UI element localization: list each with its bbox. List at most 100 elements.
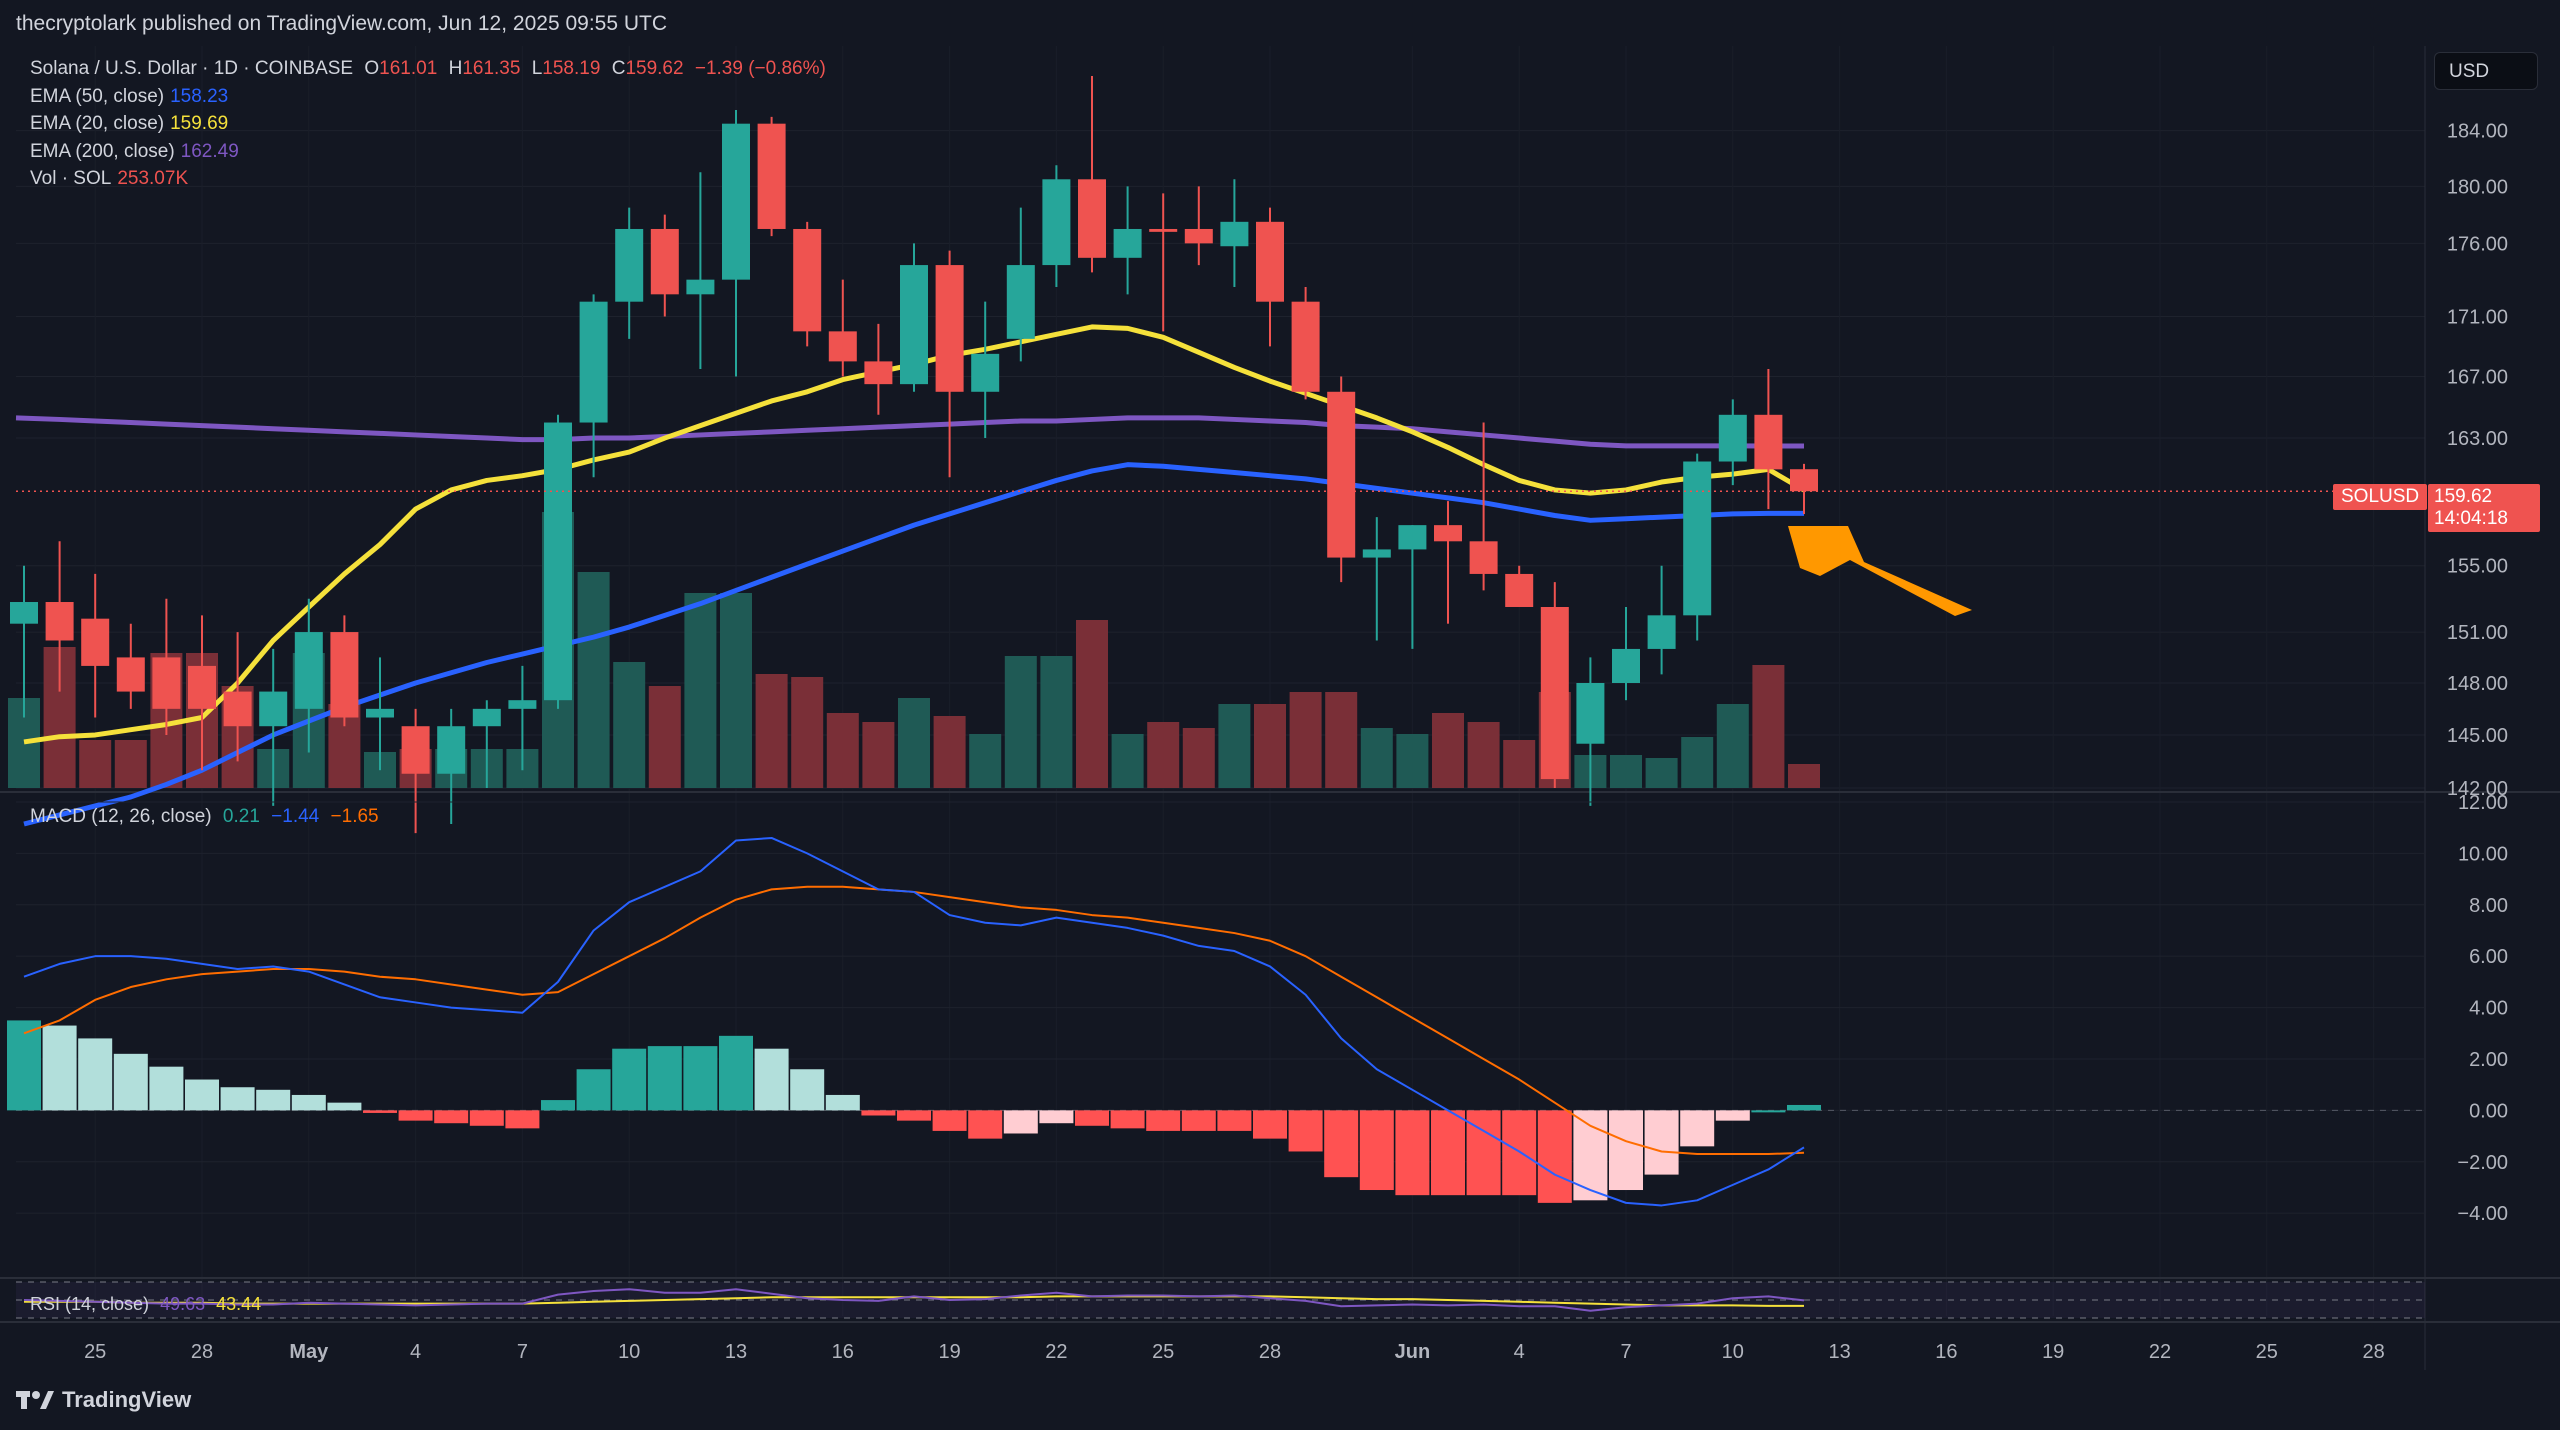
macd-histogram-bar (1288, 1110, 1323, 1152)
macd-histogram-bar (1644, 1110, 1679, 1175)
macd-histogram-bar (1253, 1110, 1287, 1139)
macd-histogram-bar (1431, 1110, 1465, 1196)
macd-histogram-bar (1359, 1110, 1394, 1191)
candle (1220, 179, 1249, 287)
candle-body (650, 228, 679, 295)
candle (1612, 606, 1640, 701)
time-tick-label: 28 (2362, 1341, 2384, 1363)
volume-bar (1396, 734, 1429, 788)
candle (1042, 165, 1071, 287)
rsi-legend: RSI (14, close) 49.63 43.44 (30, 1294, 267, 1315)
price-tick-label: 171.00 (2447, 306, 2508, 328)
candle (544, 414, 572, 709)
macd-histogram-bar (1039, 1110, 1074, 1124)
volume-bar (1254, 704, 1286, 788)
macd-histogram-bar (576, 1069, 611, 1111)
candle (1291, 286, 1320, 400)
price-tick-label: 176.00 (2447, 233, 2508, 255)
macd-histogram-bar (719, 1035, 753, 1111)
macd-tick-label: 2.00 (2469, 1049, 2508, 1071)
candle-body (1220, 221, 1249, 247)
volume-bar (898, 698, 930, 788)
candle (223, 632, 252, 762)
candle (722, 109, 750, 377)
price-tick-label: 184.00 (2447, 121, 2508, 143)
ema20-legend: EMA (20, close) 159.69 (30, 113, 234, 135)
macd-histogram-bar (790, 1069, 825, 1111)
macd-histogram-bar (861, 1110, 896, 1116)
tradingview-logo[interactable]: TradingView (16, 1384, 191, 1416)
macd-histogram-bar (327, 1102, 362, 1111)
chart-area[interactable]: 184.00 180.00 176.00 171.00 167.00 163.00 155.… (0, 46, 2560, 1370)
candle (579, 294, 608, 478)
macd-histogram-bar (434, 1110, 469, 1124)
price-tick-label: 167.00 (2447, 367, 2508, 389)
annotation-arrow (1788, 526, 1972, 616)
candle-body (294, 632, 323, 709)
volume-bar (1432, 713, 1464, 788)
low-value: 158.19 (542, 58, 601, 79)
candle-body (686, 279, 715, 295)
ohlc-close: C159.62 (612, 58, 684, 79)
volume-bar (1111, 734, 1144, 788)
macd-histogram-bar (1680, 1110, 1715, 1147)
low-label: L (531, 58, 543, 79)
candle-body (1790, 469, 1818, 492)
macd-histogram-bar (932, 1110, 967, 1131)
annotations (1788, 526, 1972, 616)
candle-body (971, 353, 1000, 392)
candle-body (116, 657, 145, 692)
last-price-tag: 159.62 14:04:18 (2428, 484, 2540, 532)
volume-bar (755, 674, 788, 788)
ema200-label: EMA (200, close) (30, 141, 175, 162)
candle (971, 301, 1000, 439)
volume-bar (1716, 704, 1749, 788)
candle (1647, 565, 1676, 675)
candle (1576, 657, 1605, 806)
ohlc-low: L158.19 (532, 58, 601, 79)
volume-bar (826, 713, 859, 788)
candle-body (401, 726, 430, 774)
macd-histogram-bar (1217, 1110, 1252, 1131)
macd-histogram-bar (612, 1048, 647, 1111)
candle-body (223, 691, 252, 727)
ema50-line (23, 462, 1804, 827)
macd-histogram-bar (42, 1025, 77, 1111)
candle-body (1149, 228, 1178, 232)
candle-body (1469, 541, 1498, 574)
volume-bar (969, 734, 1002, 788)
macd-histogram-bar (1395, 1110, 1430, 1196)
macd-histogram-bar (469, 1110, 504, 1126)
candle (828, 279, 857, 377)
macd-histogram-bar (363, 1110, 397, 1113)
time-tick-label: 10 (1722, 1341, 1744, 1363)
volume-bar (1182, 728, 1215, 788)
candle-body (544, 422, 572, 701)
macd-histogram-bar (1075, 1110, 1109, 1126)
macd-histogram-bar (505, 1110, 540, 1129)
candle-body (1505, 573, 1534, 607)
vol-value: 253.07K (117, 168, 189, 189)
publish-header: thecryptolark published on TradingView.c… (0, 0, 2560, 46)
candle (1113, 186, 1142, 295)
candle (793, 221, 822, 347)
candle-body (10, 602, 38, 624)
price-tick-label: 142.00 (2447, 778, 2508, 800)
macd-tick-label: 12.00 (2458, 792, 2508, 814)
publish-info: thecryptolark published on TradingView.c… (16, 12, 667, 35)
volume-bar (1325, 692, 1358, 788)
candle-body (615, 228, 644, 302)
close-label: C (611, 58, 626, 79)
time-tick-label: 25 (1152, 1341, 1174, 1363)
symbol-label: Solana / U.S. Dollar · 1D · COINBASE (30, 58, 354, 79)
time-tick-label: 22 (2149, 1341, 2171, 1363)
candle (508, 665, 537, 771)
time-tick-label: 13 (1828, 1341, 1850, 1363)
currency-button[interactable]: USD (2434, 52, 2538, 90)
candle-body (330, 632, 359, 718)
open-label: O (364, 58, 380, 79)
candle-body (1434, 525, 1462, 542)
high-label: H (448, 58, 463, 79)
ema200-value: 162.49 (180, 141, 239, 162)
candle-body (1006, 265, 1035, 339)
